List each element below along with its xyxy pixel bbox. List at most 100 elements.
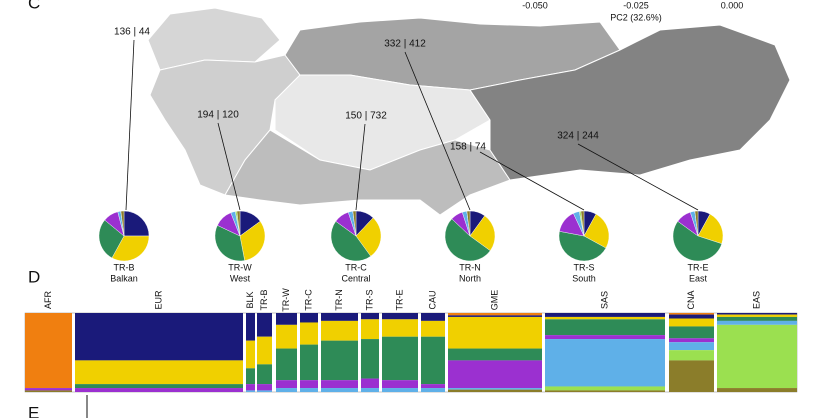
ancestry-segment: [669, 318, 714, 327]
ancestry-segment: [717, 324, 797, 389]
ancestry-segment: [545, 316, 665, 320]
ancestry-segment: [717, 316, 797, 321]
leader-line: [577, 143, 699, 211]
pie-slice: [123, 210, 150, 237]
ancestry-segment: [669, 350, 714, 361]
map-label: 194 | 120: [197, 110, 239, 121]
ancestry-segment: [361, 339, 379, 379]
panel-label: C: [28, 0, 40, 12]
ancestry-segment: [300, 322, 318, 345]
map-label: 136 | 44: [114, 27, 150, 38]
ancestry-segment: [669, 326, 714, 339]
ancestry-segment: [669, 360, 714, 392]
ancestry-segment: [257, 336, 272, 365]
ancestry-segment: [300, 344, 318, 381]
ancestry-segment: [545, 313, 665, 317]
ancestry-segment: [75, 388, 243, 392]
pie-region: West: [230, 273, 251, 283]
ancestry-segment: [75, 313, 243, 361]
pie-slice: [98, 219, 125, 259]
ancestry-segment: [25, 388, 72, 391]
ancestry-segment: [545, 339, 665, 387]
pie-region: East: [689, 273, 708, 283]
ancestry-segment: [246, 384, 255, 391]
ancestry-segment: [25, 313, 72, 389]
pie-region: North: [459, 273, 481, 283]
ancestry-segment: [448, 360, 542, 389]
ancestry-segment: [448, 389, 542, 392]
group-label: CNA: [686, 290, 696, 309]
pie-region: South: [572, 273, 596, 283]
ancestry-segment: [717, 388, 797, 392]
group-label: TR-C: [303, 289, 313, 311]
pie-slice: [466, 210, 471, 237]
ancestry-segment: [361, 378, 379, 389]
axis-tick-label: -0.025: [623, 0, 649, 10]
pie-slice: [111, 235, 150, 262]
ancestry-segment: [300, 388, 318, 392]
ancestry-segment: [321, 388, 358, 392]
group-label: EAS: [751, 291, 761, 309]
ancestry-segment: [382, 380, 418, 389]
group-label: TR-S: [364, 290, 374, 311]
ancestry-segment: [75, 360, 243, 385]
ancestry-segment: [669, 342, 714, 351]
ancestry-segment: [321, 380, 358, 389]
ancestry-segment: [448, 313, 542, 316]
group-label: BLK: [245, 291, 255, 308]
pie-code: TR-S: [574, 262, 595, 272]
pie-slice: [355, 217, 382, 257]
ancestry-segment: [448, 388, 542, 390]
pie-slice: [444, 218, 491, 262]
ancestry-segment: [257, 390, 272, 392]
ancestry-segment: [300, 380, 318, 389]
ancestry-segment: [25, 390, 72, 392]
ancestry-segment: [246, 390, 255, 392]
ancestry-segment: [448, 315, 542, 317]
ancestry-segment: [276, 380, 297, 389]
ancestry-segment: [382, 336, 418, 381]
group-label: SAS: [599, 291, 609, 309]
pie-code: TR-N: [459, 262, 481, 272]
ancestry-segment: [382, 388, 418, 392]
leader-line: [479, 151, 585, 211]
ancestry-segment: [246, 368, 255, 385]
group-label: GME: [489, 290, 499, 311]
pie-region: Central: [341, 273, 370, 283]
ancestry-segment: [545, 335, 665, 340]
ancestry-segment: [421, 336, 445, 385]
ancestry-segment: [382, 313, 418, 320]
map: [147, 7, 791, 216]
axis-tick-label: -0.050: [522, 0, 548, 10]
leader-line: [355, 123, 366, 211]
ancestry-segment: [257, 364, 272, 385]
ancestry-segment: [321, 320, 358, 341]
ancestry-segment: [257, 384, 272, 391]
pie-slice: [694, 210, 699, 237]
pie-code: TR-B: [114, 262, 135, 272]
pie-slice: [583, 213, 610, 249]
group-label: TR-B: [259, 290, 269, 311]
ancestry-segment: [276, 388, 297, 392]
group-label: AFR: [43, 290, 53, 309]
ancestry-segment: [246, 340, 255, 369]
ancestry-segment: [246, 313, 255, 341]
ancestry-segment: [361, 388, 379, 392]
map-label: 158 | 74: [450, 142, 486, 153]
ancestry-segment: [321, 340, 358, 381]
region-south: [224, 129, 511, 216]
group-label: TR-E: [394, 290, 404, 311]
pie-slice: [697, 213, 724, 244]
ancestry-segment: [669, 313, 714, 315]
ancestry-segment: [717, 320, 797, 325]
ancestry-segment: [257, 313, 272, 337]
leader-line: [217, 122, 241, 211]
pie-slice: [558, 231, 607, 262]
pie-slice: [352, 210, 357, 237]
ancestry-segment: [421, 320, 445, 337]
ancestry-segment: [421, 313, 445, 321]
pie-slice: [239, 221, 266, 261]
panel-label: D: [28, 267, 40, 286]
group-label: TR-W: [281, 288, 291, 312]
